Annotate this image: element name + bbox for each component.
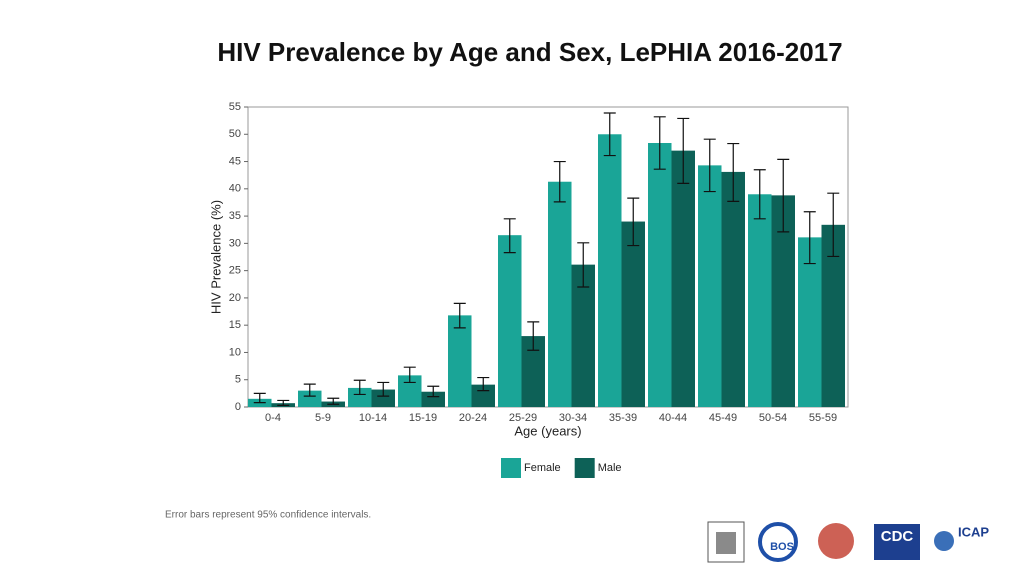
error-bar bbox=[327, 397, 340, 405]
error-bar bbox=[827, 192, 840, 258]
error-bar bbox=[277, 399, 290, 406]
logo-pepfar bbox=[818, 523, 854, 559]
error-bar bbox=[377, 381, 390, 397]
bar bbox=[748, 194, 772, 407]
x-tick-label: 15-19 bbox=[409, 412, 437, 424]
y-tick-label: 25 bbox=[229, 265, 241, 277]
error-bar bbox=[527, 321, 540, 351]
legend-swatch bbox=[501, 458, 521, 478]
bar bbox=[798, 237, 822, 407]
logos: BOS CDC ICAP bbox=[707, 521, 989, 563]
y-tick-label: 5 bbox=[235, 374, 241, 386]
error-bar bbox=[677, 117, 690, 184]
y-tick-label: 35 bbox=[229, 210, 241, 222]
y-tick-label: 10 bbox=[229, 346, 241, 358]
bar bbox=[298, 390, 322, 407]
error-bar bbox=[503, 218, 516, 254]
bar bbox=[548, 181, 572, 407]
error-bar bbox=[553, 160, 566, 203]
x-tick-label: 25-29 bbox=[509, 412, 537, 424]
logo-cdc bbox=[874, 524, 920, 560]
error-bar bbox=[453, 302, 466, 329]
bar bbox=[698, 165, 722, 407]
x-tick-label: 45-49 bbox=[709, 412, 737, 424]
bar bbox=[371, 389, 395, 407]
x-tick-label: 10-14 bbox=[359, 412, 387, 424]
logo-ring bbox=[758, 522, 798, 562]
footnote: Error bars represent 95% confidence inte… bbox=[165, 510, 371, 521]
y-tick-label: 45 bbox=[229, 155, 241, 167]
x-tick-label: 55-59 bbox=[809, 412, 837, 424]
x-tick-label: 20-24 bbox=[459, 412, 487, 424]
y-tick-label: 0 bbox=[235, 401, 241, 413]
error-bar bbox=[477, 376, 490, 392]
bar bbox=[821, 224, 845, 407]
bar bbox=[771, 195, 795, 407]
logo-icap-mark bbox=[934, 531, 954, 551]
x-tick-label: 5-9 bbox=[315, 412, 331, 424]
error-bar bbox=[403, 366, 416, 384]
error-bar bbox=[353, 379, 366, 396]
bar bbox=[421, 391, 445, 407]
x-axis-label: Age (years) bbox=[514, 423, 581, 438]
bar bbox=[621, 221, 645, 407]
chart-title: HIV Prevalence by Age and Sex, LePHIA 20… bbox=[217, 37, 842, 67]
error-bar bbox=[753, 169, 766, 220]
error-bar bbox=[803, 211, 816, 265]
bar bbox=[571, 264, 595, 407]
y-tick-label: 30 bbox=[229, 237, 241, 249]
bar bbox=[348, 387, 372, 407]
y-tick-label: 15 bbox=[229, 319, 241, 331]
bar bbox=[521, 336, 545, 407]
logo-crest bbox=[716, 532, 736, 554]
bar bbox=[671, 150, 695, 408]
bar bbox=[648, 143, 672, 407]
x-tick-label: 40-44 bbox=[659, 412, 687, 424]
legend-swatch bbox=[574, 458, 595, 478]
error-bar bbox=[253, 392, 266, 404]
error-bar bbox=[703, 138, 716, 193]
logo-text: ICAP bbox=[958, 524, 989, 539]
error-bar bbox=[603, 112, 616, 157]
y-tick-label: 40 bbox=[229, 183, 241, 195]
legend-label: Male bbox=[598, 462, 622, 474]
error-bar bbox=[727, 142, 740, 202]
bar bbox=[721, 171, 745, 407]
logo-text: BOS bbox=[770, 541, 794, 553]
y-tick-label: 55 bbox=[229, 101, 241, 113]
y-tick-label: 20 bbox=[229, 292, 241, 304]
x-tick-label: 30-34 bbox=[559, 412, 587, 424]
bar bbox=[398, 375, 422, 407]
logo-text: CDC bbox=[881, 528, 914, 545]
x-tick-label: 50-54 bbox=[759, 412, 787, 424]
y-tick-label: 50 bbox=[229, 128, 241, 140]
bar bbox=[598, 134, 622, 408]
error-bar bbox=[303, 383, 316, 397]
error-bar bbox=[577, 242, 590, 288]
error-bar bbox=[653, 116, 666, 170]
bar bbox=[448, 315, 472, 407]
error-bar bbox=[627, 197, 640, 247]
y-axis-label: HIV Prevalence (%) bbox=[208, 200, 223, 314]
error-bar bbox=[777, 158, 790, 233]
legend-label: Female bbox=[524, 462, 561, 474]
x-tick-label: 0-4 bbox=[265, 412, 281, 424]
x-tick-label: 35-39 bbox=[609, 412, 637, 424]
bar bbox=[498, 235, 522, 407]
error-bar bbox=[427, 385, 440, 398]
